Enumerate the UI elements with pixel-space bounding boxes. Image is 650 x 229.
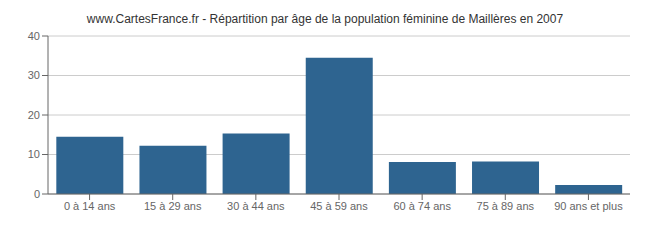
svg-text:30 à 44 ans: 30 à 44 ans <box>227 200 285 212</box>
svg-text:90 ans et plus: 90 ans et plus <box>554 200 623 212</box>
svg-text:0 à 14 ans: 0 à 14 ans <box>64 200 116 212</box>
svg-text:10: 10 <box>28 148 40 160</box>
svg-text:15 à 29 ans: 15 à 29 ans <box>144 200 202 212</box>
svg-text:0: 0 <box>34 188 40 200</box>
svg-text:30: 30 <box>28 69 40 81</box>
svg-text:75 à 89 ans: 75 à 89 ans <box>477 200 535 212</box>
svg-text:60 à 74 ans: 60 à 74 ans <box>393 200 451 212</box>
html-text:www.CartesFrance.fr - Répartit: www.CartesFrance.fr - Répartition par âg… <box>86 12 564 26</box>
svg-text:40: 40 <box>28 30 40 42</box>
svg-text:45 à 59 ans: 45 à 59 ans <box>310 200 368 212</box>
svg-text:20: 20 <box>28 109 40 121</box>
